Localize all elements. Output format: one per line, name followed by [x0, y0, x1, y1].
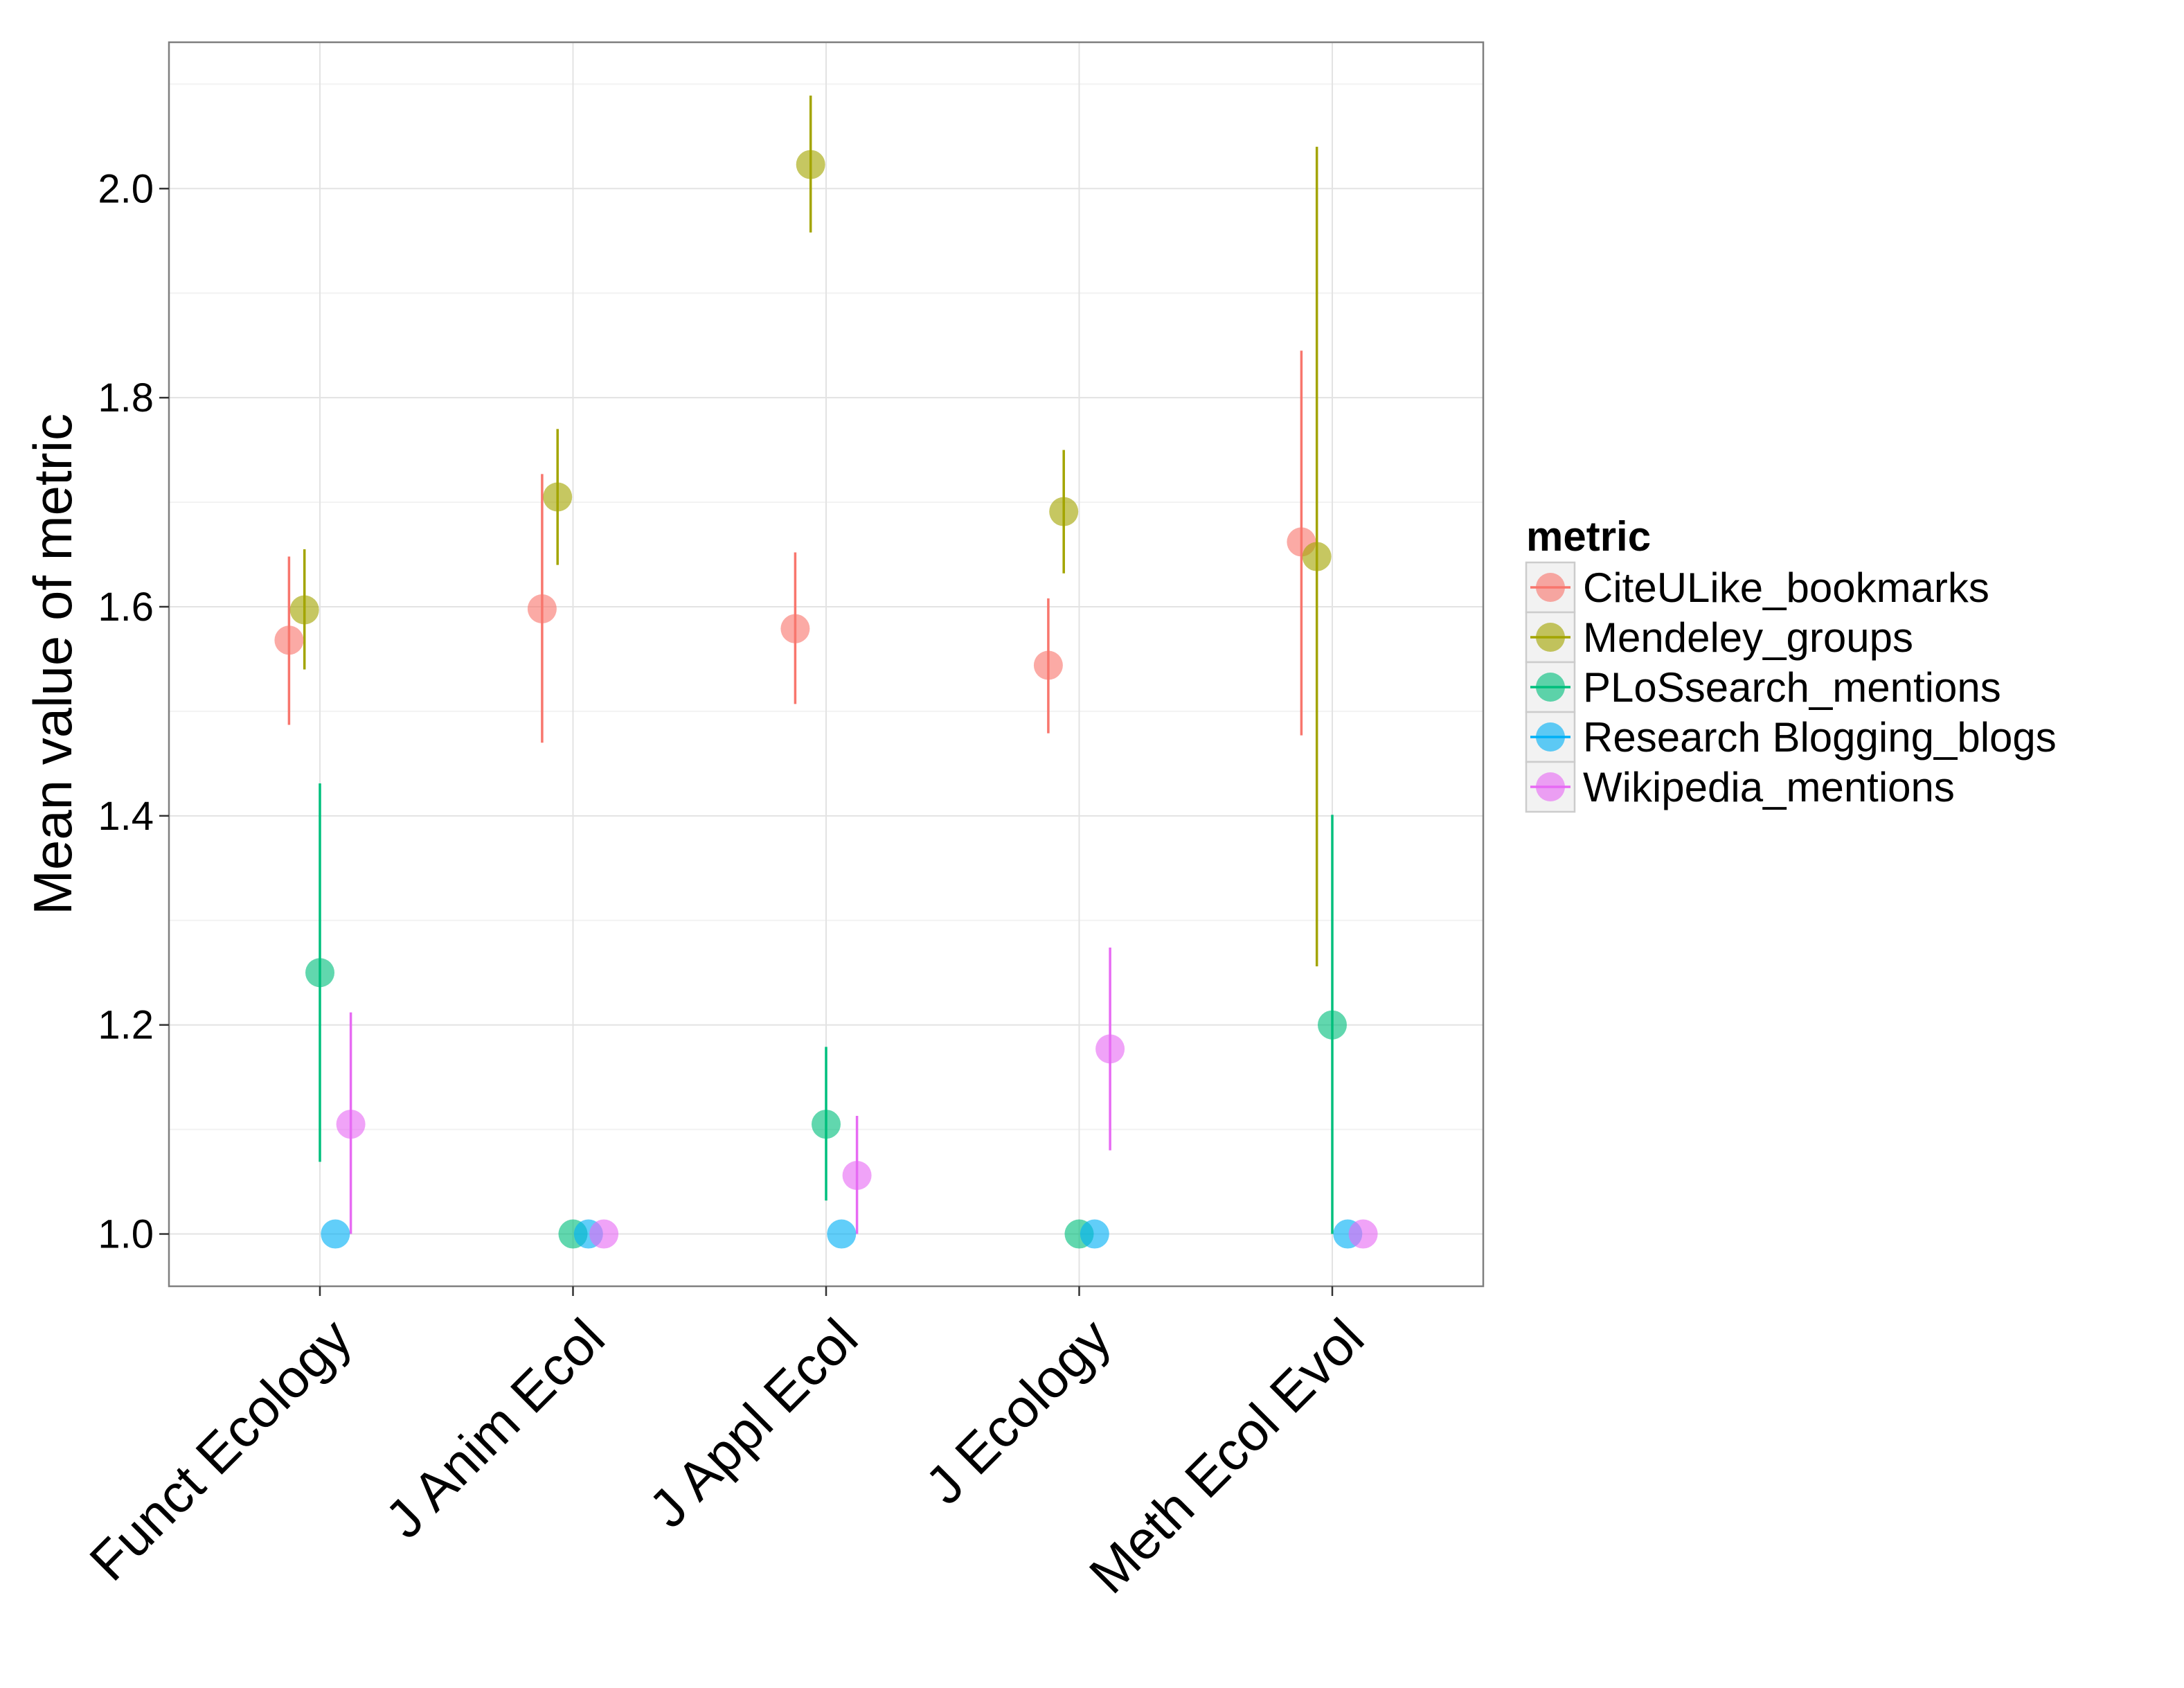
data-point	[1049, 497, 1079, 526]
data-point	[842, 1161, 872, 1191]
y-axis-title: Mean value of metric	[22, 414, 83, 915]
data-point	[1302, 542, 1332, 571]
legend-key-point	[1536, 722, 1565, 752]
data-point	[289, 595, 319, 625]
legend-label: Wikipedia_mentions	[1583, 764, 1955, 810]
legend-item[interactable]: Mendeley_groups	[1525, 611, 1913, 664]
legend-label: CiteULike_bookmarks	[1583, 565, 1989, 611]
data-point	[1080, 1219, 1109, 1249]
data-point	[543, 482, 573, 512]
legend-key-point	[1536, 623, 1565, 652]
data-point	[1348, 1219, 1378, 1249]
y-tick-label: 1.0	[98, 1212, 154, 1257]
data-point	[274, 625, 304, 655]
data-point	[812, 1110, 841, 1139]
y-tick-label: 1.8	[98, 375, 154, 420]
legend-item[interactable]: Wikipedia_mentions	[1525, 761, 1955, 813]
legend-key-point	[1536, 573, 1565, 602]
legend-item[interactable]: PLoSsearch_mentions	[1525, 661, 2001, 713]
data-point	[305, 958, 334, 988]
legend-item[interactable]: CiteULike_bookmarks	[1525, 561, 1989, 614]
data-point	[780, 614, 810, 643]
data-point	[321, 1219, 350, 1249]
legend-label: Mendeley_groups	[1583, 614, 1913, 661]
y-tick-label: 1.2	[98, 1003, 154, 1048]
y-axis: 1.0 1.2 1.4 1.6 1.8 2.0	[98, 166, 169, 1257]
data-point	[1033, 650, 1063, 680]
legend-items: CiteULike_bookmarksMendeley_groupsPLoSse…	[1525, 561, 2057, 813]
y-tick-label: 1.6	[98, 585, 154, 630]
plot-area	[168, 41, 1485, 1288]
legend-key-point	[1536, 673, 1565, 702]
data-point	[527, 594, 557, 624]
data-point	[1095, 1034, 1125, 1064]
data-point	[827, 1219, 857, 1249]
legend-item[interactable]: Research Blogging_blogs	[1525, 711, 2057, 763]
legend-label: PLoSsearch_mentions	[1583, 664, 2001, 711]
data-point	[796, 150, 825, 179]
y-tick-label: 1.4	[98, 794, 154, 839]
data-point	[336, 1110, 366, 1139]
legend-key-point	[1536, 772, 1565, 801]
data-points	[274, 150, 1378, 1249]
legend: metric CiteULike_bookmarksMendeley_group…	[1525, 513, 2057, 813]
data-point	[589, 1219, 619, 1249]
legend-title: metric	[1526, 513, 1651, 560]
y-tick-label: 2.0	[98, 166, 154, 211]
data-point	[1318, 1010, 1347, 1040]
legend-label: Research Blogging_blogs	[1583, 714, 2057, 761]
